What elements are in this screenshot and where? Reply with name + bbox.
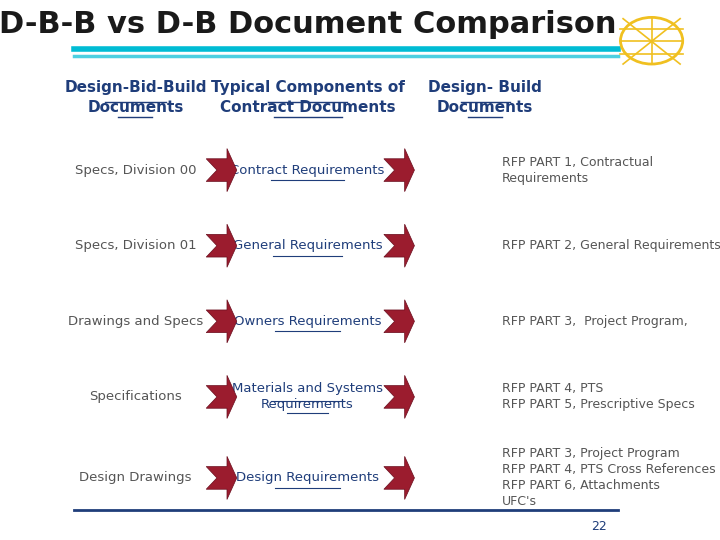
Text: Design-Bid-Build
Documents: Design-Bid-Build Documents <box>64 80 207 114</box>
Text: Materials and Systems
Requirements: Materials and Systems Requirements <box>232 382 383 411</box>
Text: RFP PART 1, Contractual
Requirements: RFP PART 1, Contractual Requirements <box>502 156 653 185</box>
Text: Typical Components of
Contract Documents: Typical Components of Contract Documents <box>211 80 405 114</box>
Polygon shape <box>206 224 237 267</box>
Polygon shape <box>384 148 415 192</box>
Text: Specs, Division 01: Specs, Division 01 <box>75 239 197 252</box>
Text: Drawings and Specs: Drawings and Specs <box>68 315 203 328</box>
Polygon shape <box>384 456 415 500</box>
Polygon shape <box>384 300 415 343</box>
Polygon shape <box>206 148 237 192</box>
Polygon shape <box>384 375 415 418</box>
Text: General Requirements: General Requirements <box>233 239 382 252</box>
Text: RFP PART 4, PTS
RFP PART 5, Prescriptive Specs: RFP PART 4, PTS RFP PART 5, Prescriptive… <box>502 382 695 411</box>
Text: NAVFAC: NAVFAC <box>635 68 668 77</box>
Polygon shape <box>206 375 237 418</box>
Text: 22: 22 <box>592 520 608 533</box>
Text: Design Requirements: Design Requirements <box>236 471 379 484</box>
Text: Specs, Division 00: Specs, Division 00 <box>75 164 196 177</box>
Polygon shape <box>206 456 237 500</box>
Text: RFP PART 2, General Requirements: RFP PART 2, General Requirements <box>502 239 720 252</box>
Text: RFP PART 3, Project Program
RFP PART 4, PTS Cross References
RFP PART 6, Attachm: RFP PART 3, Project Program RFP PART 4, … <box>502 448 716 508</box>
Text: Owners Requirements: Owners Requirements <box>234 315 382 328</box>
Polygon shape <box>206 300 237 343</box>
Text: Design Drawings: Design Drawings <box>79 471 192 484</box>
Text: Specifications: Specifications <box>89 390 182 403</box>
Polygon shape <box>384 224 415 267</box>
Text: Design- Build
Documents: Design- Build Documents <box>428 80 542 114</box>
Text: Contract Requirements: Contract Requirements <box>230 164 384 177</box>
Text: D-B-B vs D-B Document Comparison: D-B-B vs D-B Document Comparison <box>0 10 616 39</box>
Text: RFP PART 3,  Project Program,: RFP PART 3, Project Program, <box>502 315 688 328</box>
